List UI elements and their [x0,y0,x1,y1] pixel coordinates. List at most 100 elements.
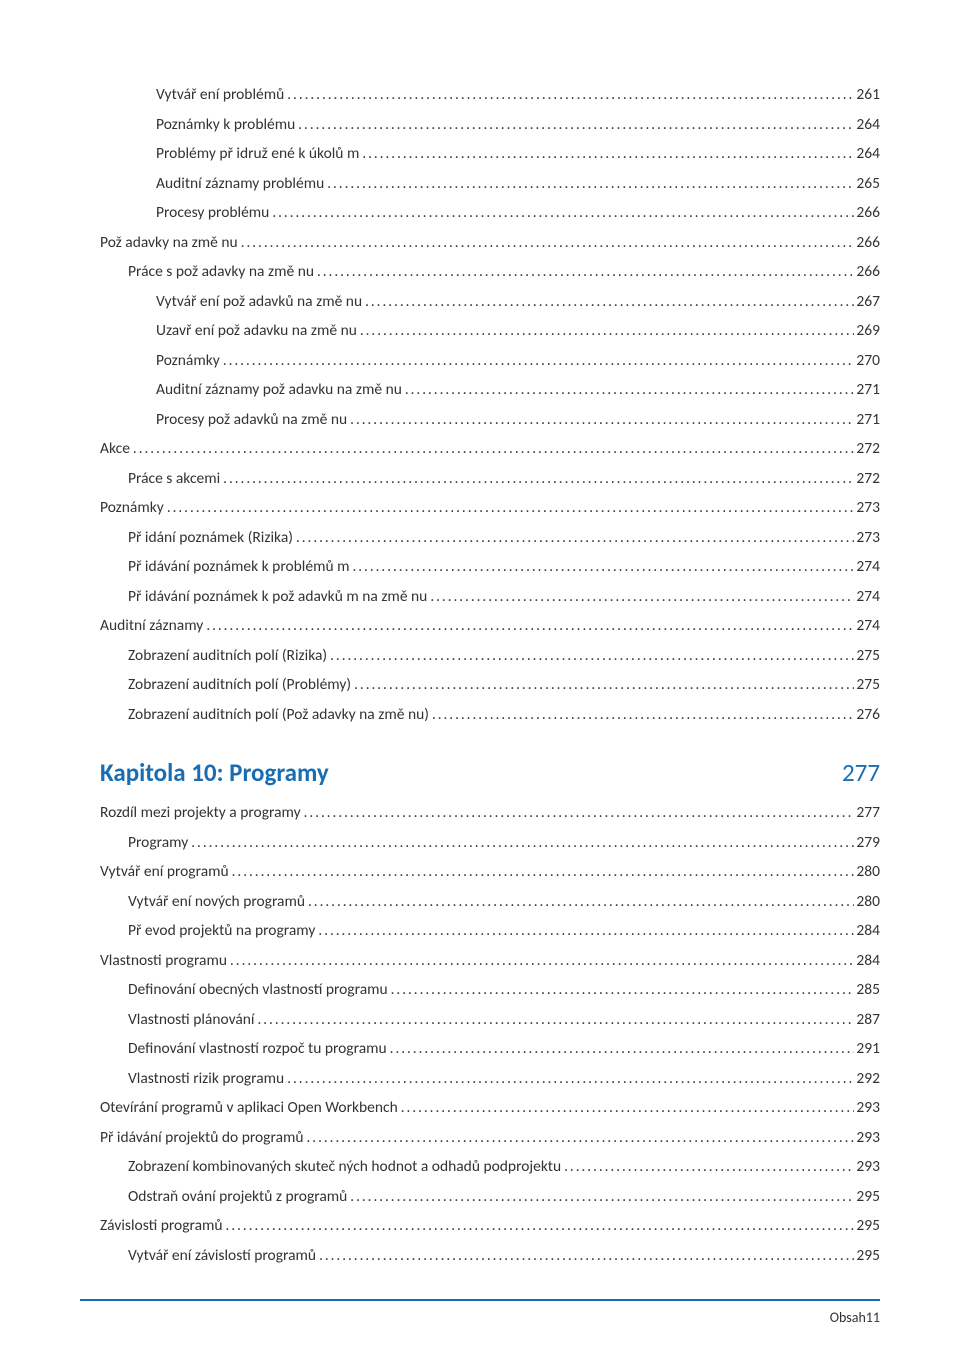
toc-entry-page: 284 [854,916,880,945]
footer-rule [80,1299,880,1301]
toc-entry-label: Poznámky [100,493,164,522]
toc-entry-page: 271 [854,375,880,404]
toc-entry-page: 293 [854,1123,880,1152]
toc-leader-dots [305,888,854,917]
toc-entry[interactable]: Vlastnosti plánování287 [100,1005,880,1035]
toc-entry[interactable]: Práce s akcemi272 [100,464,880,494]
toc-entry[interactable]: Procesy problému 266 [100,198,880,228]
toc-entry[interactable]: Práce s pož adavky na změ nu266 [100,257,880,287]
toc-entry-page: 274 [854,552,880,581]
toc-entry-label: Vytvář ení pož adavků na změ nu [156,287,362,316]
toc-entry[interactable]: Zobrazení kombinovaných skuteč ných hodn… [100,1152,880,1182]
toc-entry[interactable]: Problémy př idruž ené k úkolů m264 [100,139,880,169]
toc-entry[interactable]: Vytvář ení závislostí programů295 [100,1241,880,1271]
toc-entry[interactable]: Př evod projektů na programy284 [100,916,880,946]
toc-entry[interactable]: Definování vlastností rozpoč tu programu… [100,1034,880,1064]
toc-entry[interactable]: Zobrazení auditních polí (Problémy)275 [100,670,880,700]
toc-entry[interactable]: Př idávání poznámek k problémů m274 [100,552,880,582]
chapter-heading: Kapitola 10: Programy 277 [100,757,880,788]
toc-leader-dots [220,347,855,376]
toc-leader-dots [269,199,854,228]
toc-entry-page: 295 [854,1211,880,1240]
toc-entry[interactable]: Vytvář ení nových programů280 [100,887,880,917]
toc-entry[interactable]: Poznámky k problému264 [100,110,880,140]
toc-entry-label: Vytvář ení programů [100,857,229,886]
toc-entry-label: Auditní záznamy pož adavku na změ nu [156,375,402,404]
toc-leader-dots [561,1153,854,1182]
toc-leader-dots [315,917,854,946]
toc-entry-label: Vytvář ení závislostí programů [128,1241,316,1270]
toc-entry-label: Auditní záznamy [100,611,203,640]
toc-entry-label: Vytvář ení problémů [156,80,284,109]
toc-entry-page: 272 [854,434,880,463]
toc-entry-label: Vlastnosti rizik programu [128,1064,284,1093]
toc-entry-label: Pož adavky na změ nu [100,228,238,257]
toc-leader-dots [254,1006,854,1035]
toc-entry-label: Př idávání projektů do programů [100,1123,304,1152]
toc-entry-label: Definování vlastností rozpoč tu programu [128,1034,387,1063]
toc-entry-page: 271 [854,405,880,434]
toc-entry-label: Závislosti programů [100,1211,223,1240]
toc-entry[interactable]: Otevírání programů v aplikaci Open Workb… [100,1093,880,1123]
toc-entry-label: Uzavř ení pož adavku na změ nu [156,316,357,345]
toc-block-2: Rozdíl mezi projekty a programy277Progra… [100,798,880,1270]
toc-leader-dots [402,376,855,405]
toc-entry[interactable]: Akce 272 [100,434,880,464]
toc-entry[interactable]: Odstraň ování projektů z programů295 [100,1182,880,1212]
toc-entry[interactable]: Uzavř ení pož adavku na změ nu269 [100,316,880,346]
toc-entry-label: Práce s akcemi [128,464,220,493]
toc-entry-page: 266 [854,198,880,227]
toc-leader-dots [284,81,854,110]
toc-entry-label: Vytvář ení nových programů [128,887,305,916]
toc-entry[interactable]: Zobrazení auditních polí (Pož adavky na … [100,700,880,730]
toc-leader-dots [349,553,854,582]
page-footer: Obsah11 [80,1299,880,1326]
toc-entry[interactable]: Vytvář ení programů280 [100,857,880,887]
toc-entry-page: 285 [854,975,880,1004]
toc-leader-dots [357,317,855,346]
toc-entry[interactable]: Poznámky 273 [100,493,880,523]
toc-entry[interactable]: Vlastnosti programu284 [100,946,880,976]
toc-leader-dots [347,406,854,435]
toc-leader-dots [295,111,854,140]
toc-entry-label: Zobrazení kombinovaných skuteč ných hodn… [128,1152,561,1181]
toc-entry-page: 273 [854,493,880,522]
toc-leader-dots [324,170,854,199]
toc-entry[interactable]: Př idávání projektů do programů 293 [100,1123,880,1153]
toc-entry-page: 291 [854,1034,880,1063]
toc-entry[interactable]: Auditní záznamy274 [100,611,880,641]
toc-entry[interactable]: Vytvář ení problémů261 [100,80,880,110]
toc-entry-label: Akce [100,434,130,463]
toc-entry-page: 266 [854,257,880,286]
toc-leader-dots [284,1065,854,1094]
toc-entry-page: 274 [854,582,880,611]
toc-entry[interactable]: Rozdíl mezi projekty a programy277 [100,798,880,828]
toc-entry[interactable]: Zobrazení auditních polí (Rizika)275 [100,641,880,671]
toc-entry-label: Zobrazení auditních polí (Rizika) [128,641,327,670]
toc-entry-page: 292 [854,1064,880,1093]
toc-entry[interactable]: Poznámky270 [100,346,880,376]
toc-entry-page: 287 [854,1005,880,1034]
toc-entry-page: 273 [854,523,880,552]
toc-entry[interactable]: Procesy pož adavků na změ nu271 [100,405,880,435]
toc-entry-label: Definování obecných vlastností programu [128,975,388,1004]
toc-leader-dots [351,671,854,700]
toc-entry[interactable]: Programy279 [100,828,880,858]
toc-leader-dots [388,976,855,1005]
toc-entry-label: Poznámky [156,346,220,375]
toc-entry[interactable]: Auditní záznamy pož adavku na změ nu 271 [100,375,880,405]
toc-entry[interactable]: Vytvář ení pož adavků na změ nu267 [100,287,880,317]
footer-text: Obsah11 [80,1309,880,1326]
toc-entry-label: Procesy problému [156,198,269,227]
toc-entry[interactable]: Auditní záznamy problému265 [100,169,880,199]
toc-entry[interactable]: Př idávání poznámek k pož adavků m na zm… [100,582,880,612]
toc-leader-dots [130,435,855,464]
toc-entry[interactable]: Pož adavky na změ nu266 [100,228,880,258]
toc-entry[interactable]: Př idání poznámek (Rizika)273 [100,523,880,553]
toc-entry[interactable]: Vlastnosti rizik programu 292 [100,1064,880,1094]
toc-leader-dots [301,799,855,828]
toc-entry[interactable]: Závislosti programů 295 [100,1211,880,1241]
toc-entry-label: Poznámky k problému [156,110,295,139]
toc-leader-dots [223,1212,855,1241]
toc-entry[interactable]: Definování obecných vlastností programu 2… [100,975,880,1005]
